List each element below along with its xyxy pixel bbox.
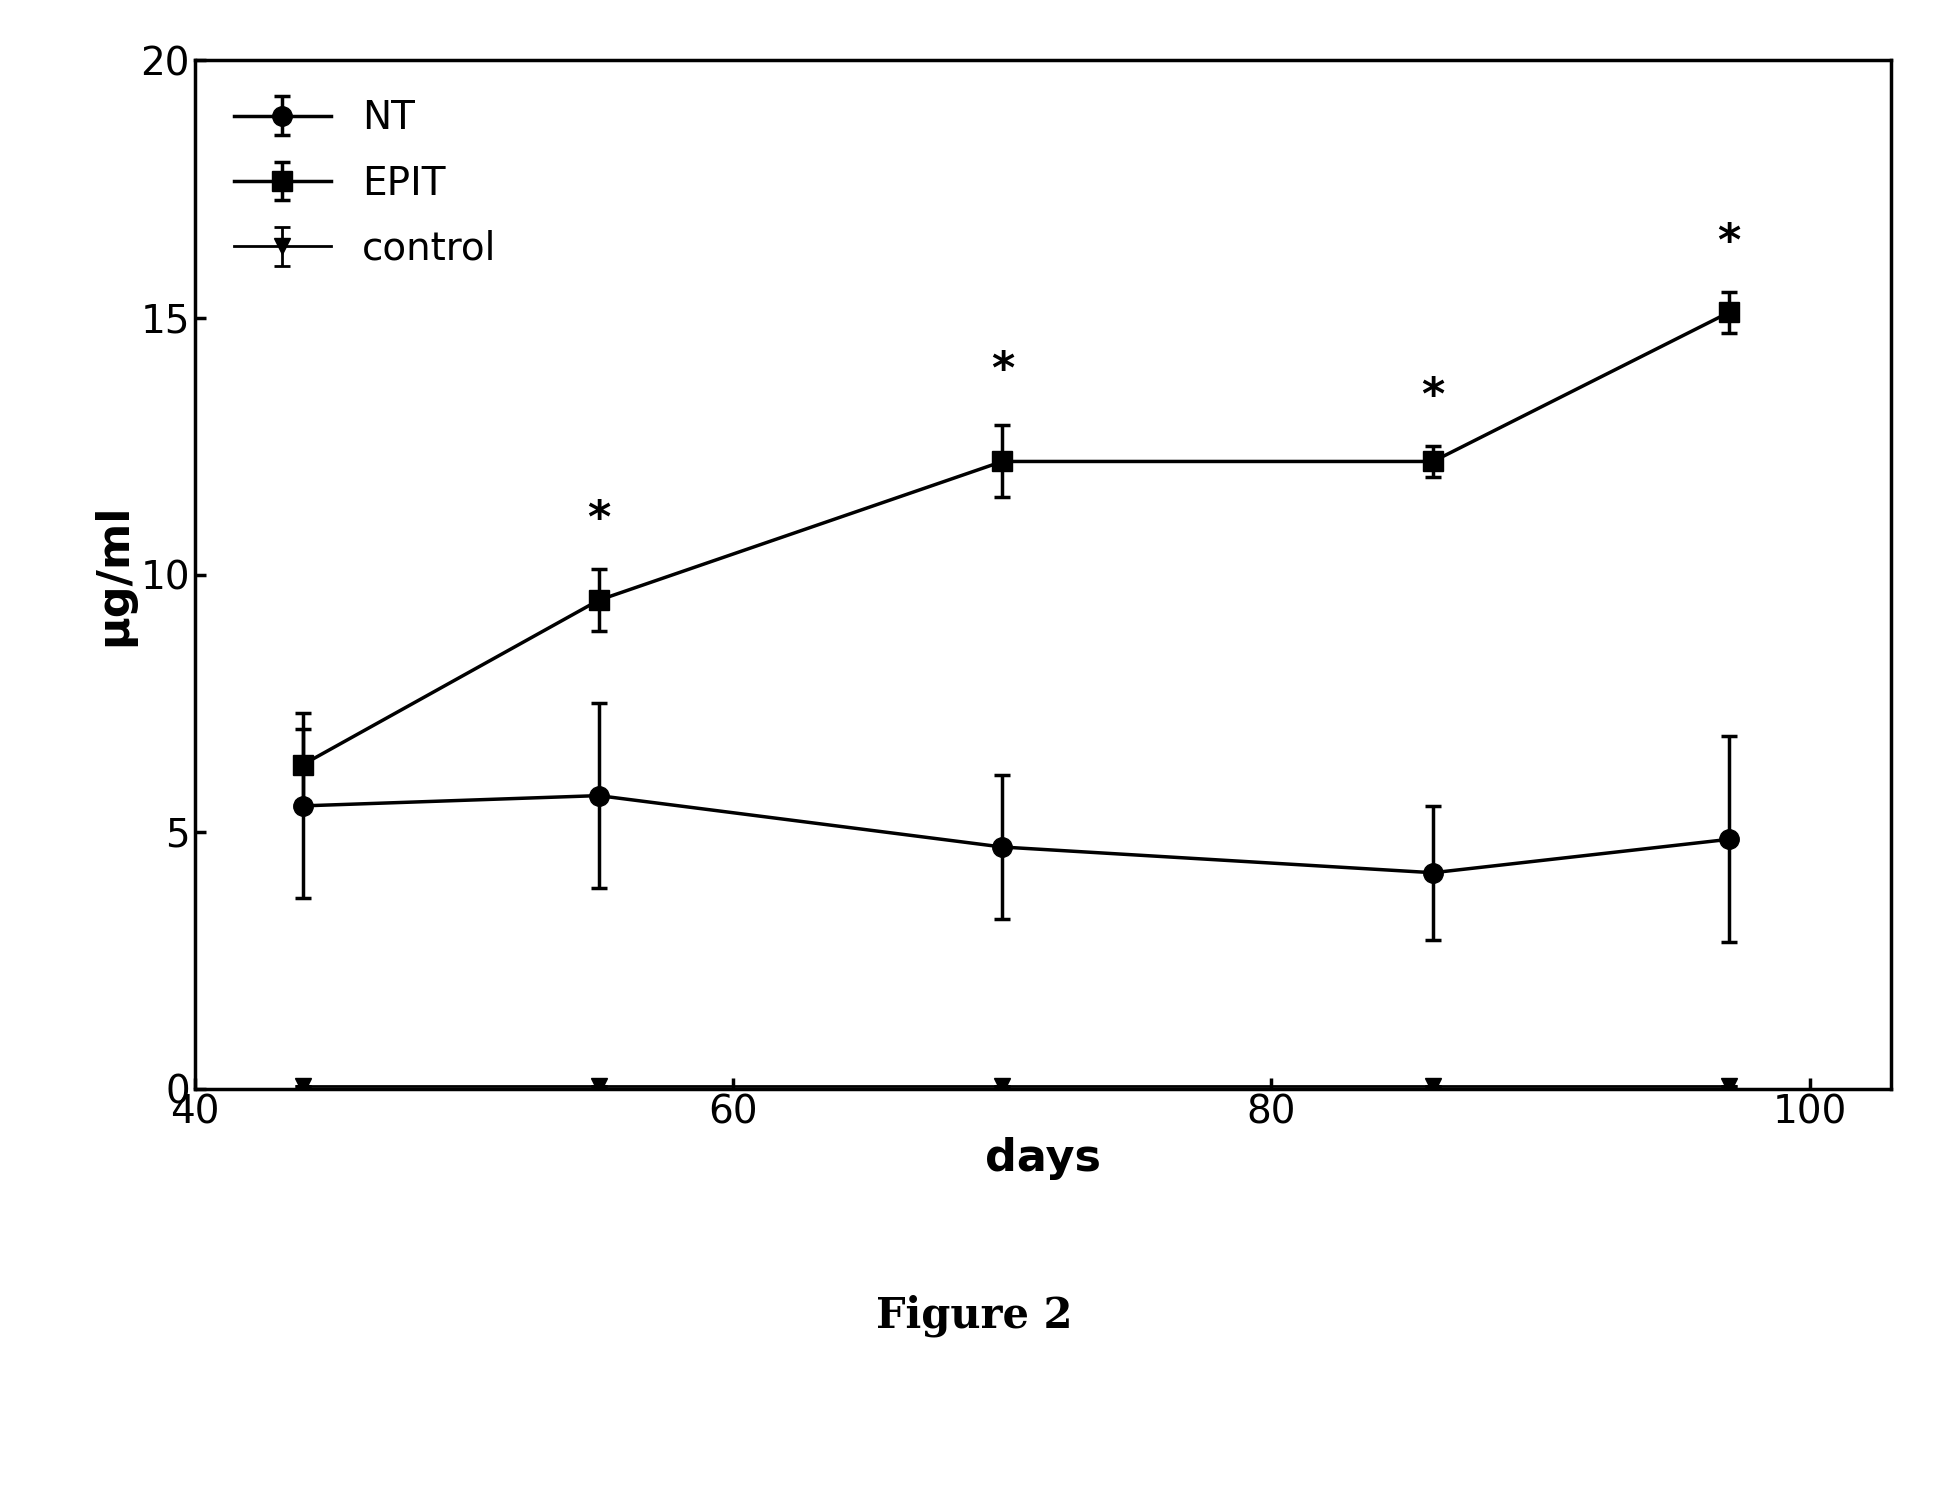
Text: *: *	[1716, 221, 1740, 263]
Y-axis label: μg/ml: μg/ml	[92, 503, 134, 646]
X-axis label: days: days	[984, 1137, 1101, 1179]
Text: Figure 2: Figure 2	[877, 1294, 1071, 1337]
Text: *: *	[990, 349, 1013, 392]
Text: *: *	[586, 497, 610, 541]
Text: *: *	[1420, 375, 1443, 417]
Legend: NT, EPIT, control: NT, EPIT, control	[214, 80, 516, 287]
